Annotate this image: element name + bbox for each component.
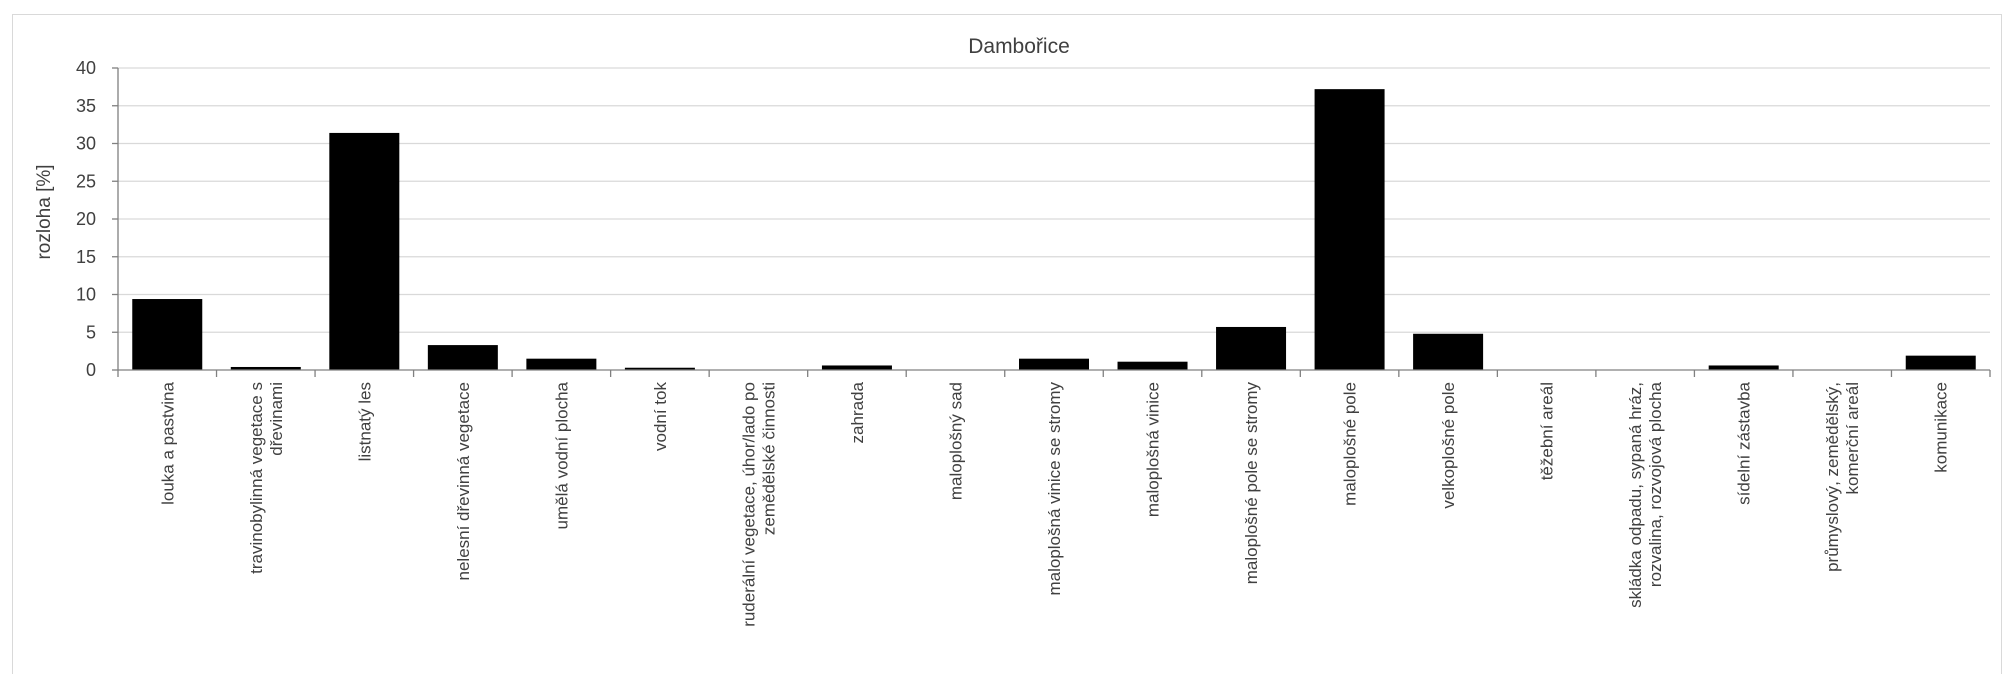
- y-tick-label: 25: [76, 171, 96, 191]
- gridlines: [118, 67, 1990, 333]
- bar: [526, 358, 597, 370]
- category-label: zemědělské činnosti: [759, 382, 778, 535]
- category-label: dřevinami: [267, 382, 286, 456]
- category-label: sídelní zástavba: [1735, 381, 1754, 504]
- category-label: skládka odpadu, sypaná hráz,: [1626, 382, 1645, 608]
- bars: [132, 89, 1976, 370]
- y-tick-label: 0: [86, 360, 96, 380]
- category-label: velkoplošné pole: [1439, 382, 1458, 509]
- y-tick-labels: 0 5 10 15 20 25 30 35 40: [76, 58, 96, 380]
- y-tick-label: 10: [76, 285, 96, 305]
- category-label: maloplošný sad: [946, 382, 965, 500]
- chart-title: Dambořice: [968, 35, 1070, 58]
- bar: [1019, 358, 1089, 370]
- bar: [1708, 365, 1779, 370]
- category-label: komerční areál: [1843, 382, 1862, 494]
- bar: [1314, 89, 1385, 370]
- category-label: nelesní dřevinná vegetace: [454, 382, 473, 580]
- category-labels: louka a pastvina travinobylinná vegetace …: [158, 381, 1950, 626]
- bar: [1117, 361, 1188, 370]
- bar: [1905, 355, 1976, 370]
- bar: [1413, 333, 1484, 370]
- category-label: průmyslový, zemědělský,: [1823, 382, 1842, 572]
- category-label: rozvalina, rozvojová plocha: [1646, 381, 1665, 587]
- bar: [329, 132, 400, 370]
- category-label: vodní tok: [651, 382, 670, 451]
- y-tick-label: 20: [76, 209, 96, 229]
- category-label: ruderální vegetace, úhor/lado po: [739, 382, 758, 627]
- y-axis-label: rozloha [%]: [34, 164, 55, 259]
- bar: [230, 366, 301, 370]
- category-label: zahrada: [848, 381, 867, 443]
- y-tick-label: 40: [76, 58, 96, 78]
- bar: [427, 345, 498, 370]
- category-label: komunikace: [1932, 382, 1951, 473]
- category-label: louka a pastvina: [158, 381, 177, 504]
- bar: [624, 367, 695, 370]
- y-tick-label: 30: [76, 134, 96, 154]
- y-tick-label: 5: [86, 322, 96, 342]
- y-tick-label: 15: [76, 247, 96, 267]
- category-label: maloplošné pole: [1341, 382, 1360, 506]
- bar: [132, 299, 203, 370]
- category-label: umělá vodní plocha: [552, 381, 571, 529]
- axes: [112, 67, 1991, 377]
- y-tick-label: 35: [76, 96, 96, 116]
- category-label: maloplošná vinice se stromy: [1045, 382, 1064, 596]
- category-label: maloplošné pole se stromy: [1242, 382, 1261, 585]
- category-label: těžební areál: [1538, 382, 1557, 480]
- bar: [821, 365, 892, 370]
- category-label: maloplošná vinice: [1144, 382, 1163, 517]
- category-label: travinobylinná vegetace s: [247, 382, 266, 574]
- category-label: listnatý les: [355, 382, 374, 461]
- bar: [1216, 326, 1287, 370]
